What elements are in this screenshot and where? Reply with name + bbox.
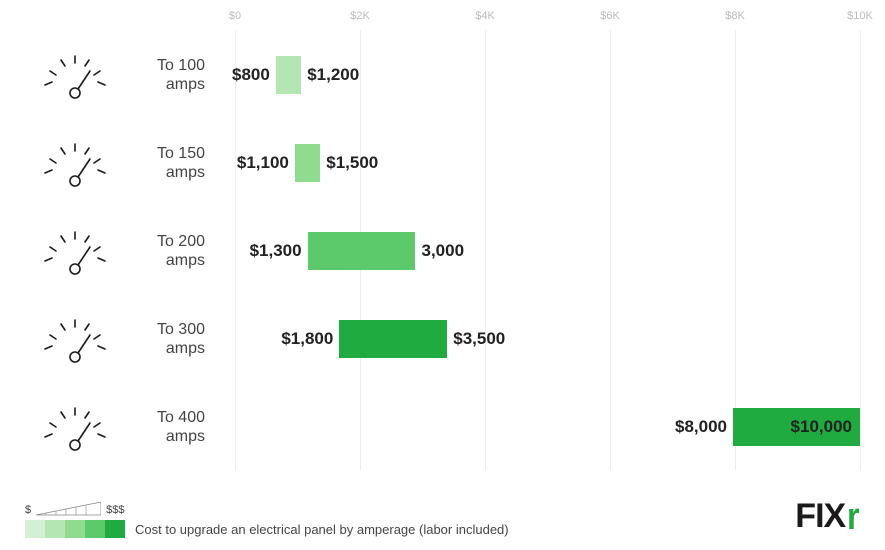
low-value-label: $8,000 — [675, 417, 727, 437]
row-label: To 300amps — [115, 320, 225, 358]
legend-swatch — [25, 520, 45, 538]
bar-zone: $800 $1,200 — [225, 55, 860, 95]
high-value-label: $10,000 — [791, 417, 852, 437]
high-value-label: $1,500 — [326, 153, 378, 173]
high-value-label: 3,000 — [422, 241, 465, 261]
low-value-label: $1,300 — [250, 241, 302, 261]
fixr-logo: FIXr — [795, 495, 860, 538]
legend-swatch — [105, 520, 125, 538]
range-bar — [339, 320, 447, 358]
range-bar — [295, 144, 320, 182]
row-label: To 200amps — [115, 232, 225, 270]
x-axis-labels: $0$2K$4K$6K$8K$10K — [235, 10, 860, 30]
bar-zone: $1,100 $1,500 — [225, 143, 860, 183]
legend-scale: $ $$$ — [25, 502, 509, 516]
row-label: To 400amps — [115, 408, 225, 446]
bar-zone: $1,300 3,000 — [225, 231, 860, 271]
high-value-label: $1,200 — [307, 65, 359, 85]
chart-footer: $ $$$ Cost to upgrade an electrical pane… — [25, 483, 860, 538]
chart-row: To 400amps $8,000 $10,000 — [25, 387, 860, 467]
legend-caption: Cost to upgrade an electrical panel by a… — [135, 522, 509, 537]
x-axis-tick-label: $0 — [229, 10, 241, 22]
gauge-icon — [35, 397, 115, 457]
chart-row: To 150amps $1,100 $1,500 — [25, 123, 860, 203]
wedge-icon — [36, 502, 101, 516]
low-value-label: $800 — [232, 65, 270, 85]
gauge-icon — [35, 45, 115, 105]
legend-swatches — [25, 520, 125, 538]
gauge-icon — [35, 221, 115, 281]
low-value-label: $1,800 — [281, 329, 333, 349]
x-axis-tick-label: $6K — [600, 10, 620, 22]
logo-text: FIX — [795, 497, 845, 536]
range-bar — [276, 56, 301, 94]
legend-low-symbol: $ — [25, 504, 31, 516]
row-label: To 100amps — [115, 56, 225, 94]
chart-row: To 100amps $800 $1,200 — [25, 35, 860, 115]
x-axis-tick-label: $4K — [475, 10, 495, 22]
legend-swatch — [65, 520, 85, 538]
legend-swatch — [45, 520, 65, 538]
gauge-icon — [35, 309, 115, 369]
legend-swatch — [85, 520, 105, 538]
x-axis-tick-label: $8K — [725, 10, 745, 22]
legend-high-symbol: $$$ — [106, 504, 124, 516]
legend: $ $$$ Cost to upgrade an electrical pane… — [25, 502, 509, 538]
x-axis-tick-label: $10K — [847, 10, 873, 22]
chart-row: To 300amps $1,800 $3,500 — [25, 299, 860, 379]
gauge-icon — [35, 133, 115, 193]
row-label: To 150amps — [115, 144, 225, 182]
range-bar — [308, 232, 416, 270]
low-value-label: $1,100 — [237, 153, 289, 173]
high-value-label: $3,500 — [453, 329, 505, 349]
bar-zone: $1,800 $3,500 — [225, 319, 860, 359]
legend-row: Cost to upgrade an electrical panel by a… — [25, 520, 509, 538]
bar-zone: $8,000 $10,000 — [225, 407, 860, 447]
cost-range-chart: $0$2K$4K$6K$8K$10K To 100amps$800$1,200 … — [25, 10, 860, 470]
logo-accent: r — [847, 496, 859, 539]
chart-row: To 200amps $1,300 3,000 — [25, 211, 860, 291]
x-axis-tick-label: $2K — [350, 10, 370, 22]
gridline — [860, 30, 861, 470]
